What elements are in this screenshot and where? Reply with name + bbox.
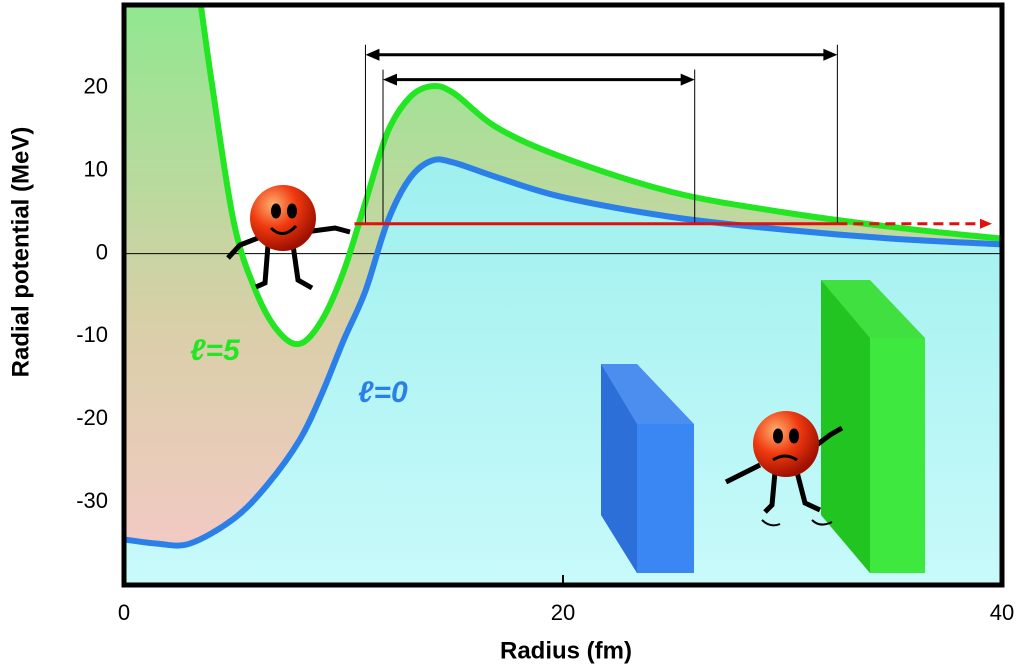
- decorations: [226, 185, 925, 573]
- y-axis-title: Radial potential (MeV): [7, 127, 34, 378]
- area: [124, 159, 1002, 585]
- character-happy: [226, 185, 351, 291]
- x-tick-label: 20: [551, 600, 575, 625]
- arrow-head: [365, 48, 380, 61]
- arrow-head: [680, 73, 695, 86]
- y-tick-label: 20: [84, 74, 108, 99]
- y-tick-label: 0: [96, 239, 108, 264]
- plot-frame: [121, 2, 1005, 588]
- block-face: [870, 338, 925, 573]
- series-label: ℓ=0: [358, 376, 408, 409]
- x-tick-label: 0: [118, 600, 130, 625]
- arrow-head: [383, 73, 398, 86]
- y-tick-label: -30: [76, 488, 108, 513]
- x-axis-title: Radius (fm): [500, 637, 632, 664]
- y-tick-label: -10: [76, 322, 108, 347]
- y-tick-label: 10: [84, 157, 108, 182]
- character-sad: [724, 411, 844, 527]
- series-label: ℓ=5: [190, 334, 241, 367]
- block-side: [601, 364, 637, 573]
- block-side: [821, 280, 870, 573]
- arrow-head: [823, 48, 838, 61]
- line: [197, 5, 1002, 348]
- x-tick-label: 40: [990, 600, 1014, 625]
- block-face: [637, 424, 694, 573]
- arrow-head: [980, 218, 992, 229]
- y-tick-label: -20: [76, 405, 108, 430]
